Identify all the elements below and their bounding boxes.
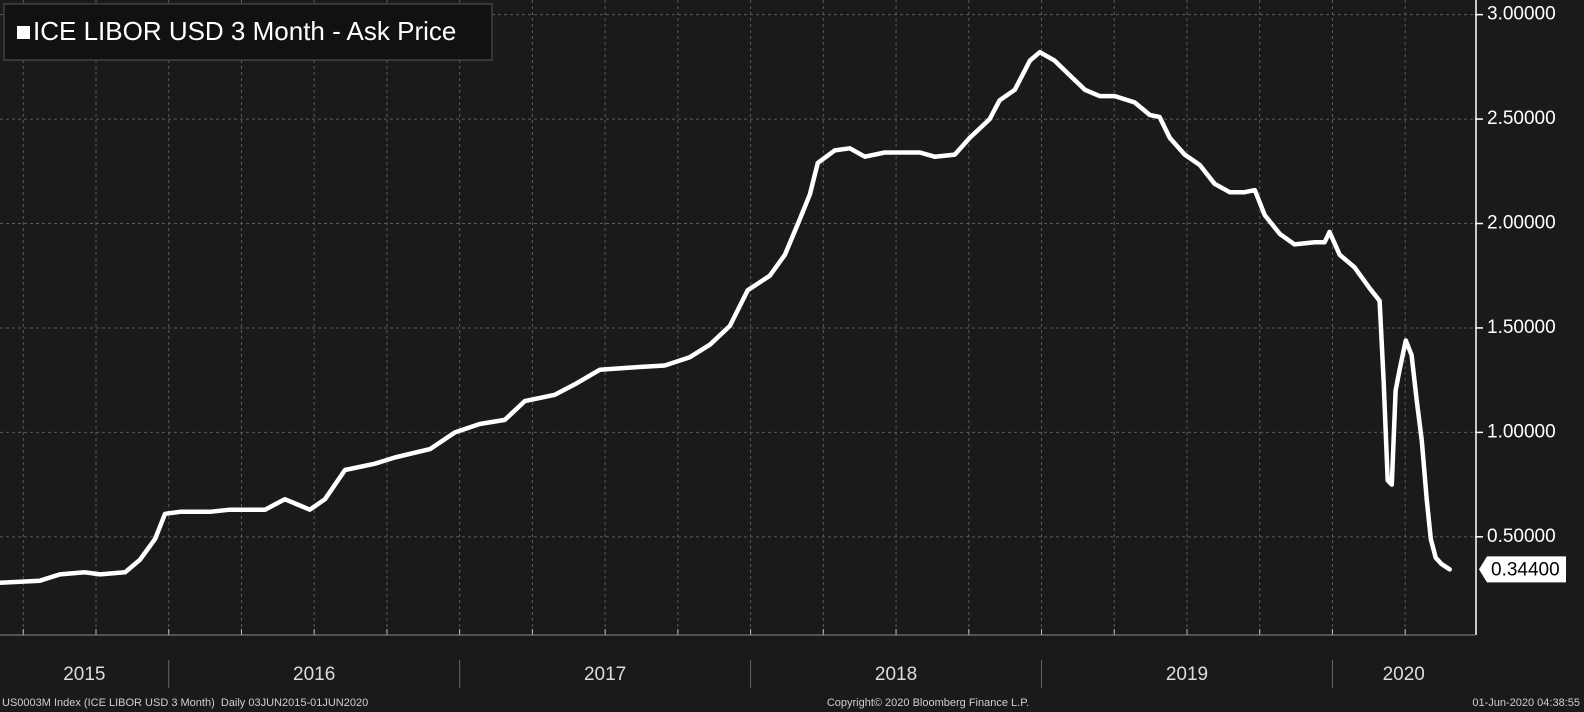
x-tick-label: 2017 — [584, 664, 626, 685]
x-tick-label: 2015 — [63, 664, 105, 685]
legend-swatch — [17, 26, 30, 39]
x-tick-label: 2019 — [1166, 664, 1208, 685]
y-tick-label: 2.00000 — [1487, 213, 1556, 234]
y-tick-label: 0.50000 — [1487, 526, 1556, 547]
footer-left: US0003M Index (ICE LIBOR USD 3 Month) Da… — [2, 697, 368, 709]
legend-box — [3, 3, 493, 61]
footer-right: 01-Jun-2020 04:38:55 — [1472, 697, 1580, 709]
line — [0, 49, 1452, 586]
y-tick-label: 1.50000 — [1487, 317, 1556, 338]
last-value-box — [1479, 556, 1566, 583]
legend-label: ICE LIBOR USD 3 Month - Ask Price — [33, 16, 456, 46]
y-tick-label: 1.00000 — [1487, 421, 1556, 442]
footer-center: Copyright© 2020 Bloomberg Finance L.P. — [827, 697, 1029, 709]
x-tick-label: 2020 — [1383, 664, 1425, 685]
x-tick-label: 2016 — [293, 664, 335, 685]
last-value-label: 0.34400 — [1491, 559, 1560, 580]
x-tick-label: 2018 — [875, 664, 917, 685]
y-tick-label: 2.50000 — [1487, 108, 1556, 129]
y-tick-label: 3.00000 — [1487, 4, 1556, 25]
